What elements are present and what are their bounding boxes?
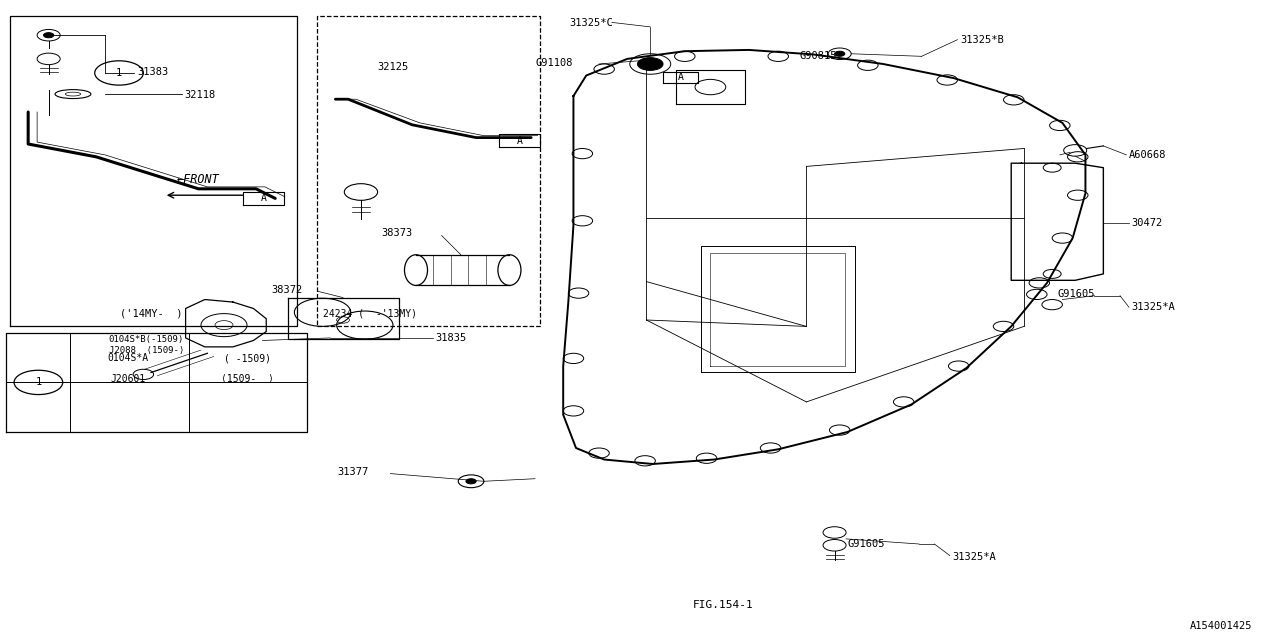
Text: G90815: G90815 <box>800 51 837 61</box>
Text: 0104S*A: 0104S*A <box>108 353 148 364</box>
Text: ('14MY-  ): ('14MY- ) <box>120 308 182 319</box>
Text: 38373: 38373 <box>381 228 412 238</box>
Text: ←FRONT: ←FRONT <box>177 173 220 186</box>
Text: A154001425: A154001425 <box>1189 621 1252 631</box>
Text: FIG.154-1: FIG.154-1 <box>692 600 754 610</box>
Text: A: A <box>677 72 684 83</box>
Text: J20601: J20601 <box>110 374 146 384</box>
Text: 38372: 38372 <box>271 285 302 295</box>
Text: G91605: G91605 <box>1057 289 1094 300</box>
Text: 31383: 31383 <box>137 67 168 77</box>
Text: G91605: G91605 <box>847 539 884 549</box>
Text: 31325*B: 31325*B <box>960 35 1004 45</box>
Text: 31835: 31835 <box>435 333 466 343</box>
Circle shape <box>835 51 845 56</box>
Text: 0104S*B(-1509): 0104S*B(-1509) <box>109 335 184 344</box>
Text: 31377: 31377 <box>338 467 369 477</box>
Text: 24234 (  -'13MY): 24234 ( -'13MY) <box>323 308 416 319</box>
Text: A: A <box>261 193 266 204</box>
Text: ( -1509): ( -1509) <box>224 353 270 364</box>
Text: 30472: 30472 <box>1132 218 1162 228</box>
Circle shape <box>637 58 663 70</box>
Text: A: A <box>517 136 522 146</box>
Text: J2088  ⟨1509-⟩: J2088 ⟨1509-⟩ <box>109 346 184 355</box>
Text: 1: 1 <box>116 68 122 78</box>
Text: A60668: A60668 <box>1129 150 1166 160</box>
Text: 1: 1 <box>36 378 41 387</box>
Text: 32118: 32118 <box>184 90 215 100</box>
Circle shape <box>466 479 476 484</box>
Text: 31325*C: 31325*C <box>570 18 613 28</box>
Text: 32125: 32125 <box>378 62 408 72</box>
Text: G91108: G91108 <box>535 58 572 68</box>
Text: 31325*A: 31325*A <box>1132 302 1175 312</box>
Circle shape <box>44 33 54 38</box>
Text: ⟨1509-  ⟩: ⟨1509- ⟩ <box>220 374 274 384</box>
Text: 31325*A: 31325*A <box>952 552 996 562</box>
